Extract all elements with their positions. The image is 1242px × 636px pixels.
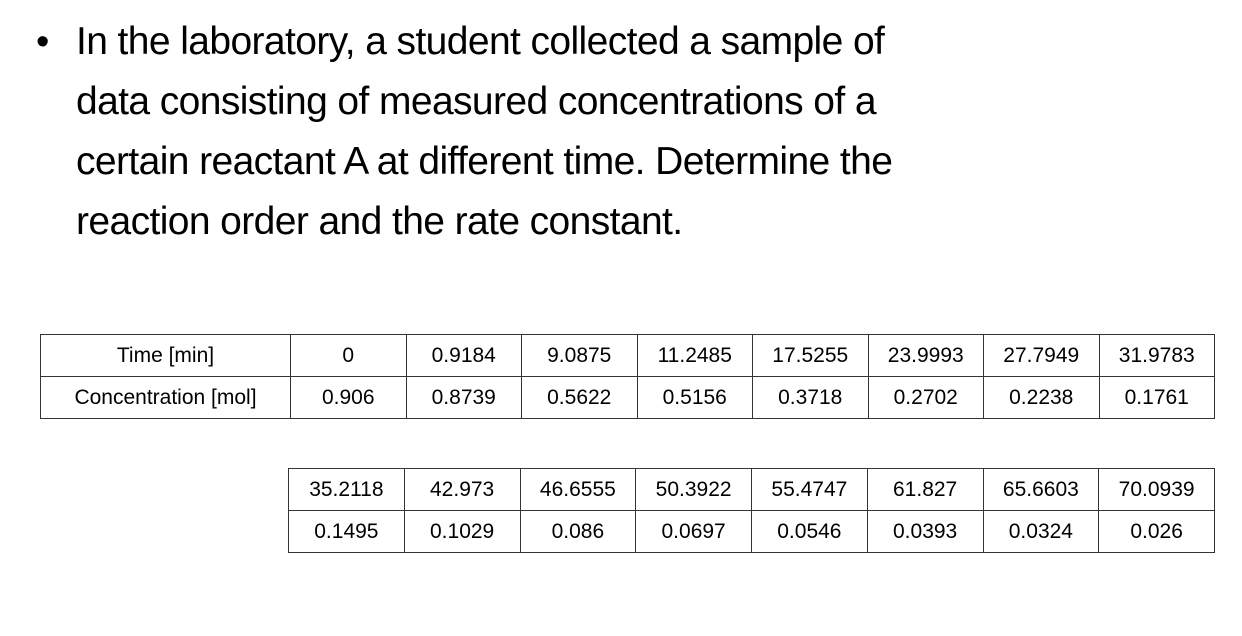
row-header-time: Time [min] — [40, 334, 291, 377]
table-cell: 0.1761 — [1098, 376, 1215, 419]
table-cell: 0.0393 — [866, 510, 984, 553]
table-cell: 61.827 — [866, 468, 984, 511]
table-row-time: Time [min] 0 0.9184 9.0875 11.2485 17.52… — [40, 334, 1215, 377]
table-cell: 0.906 — [290, 376, 407, 419]
table-cell: 70.0939 — [1098, 468, 1215, 511]
table-cell: 35.2118 — [288, 468, 405, 511]
problem-line: reaction order and the rate constant. — [76, 200, 683, 243]
data-table-1: Time [min] 0 0.9184 9.0875 11.2485 17.52… — [40, 334, 1215, 419]
table-cell: 55.4747 — [751, 468, 868, 511]
table-cell: 0.9184 — [405, 334, 522, 377]
problem-line: In the laboratory, a student collected a… — [76, 20, 885, 63]
table-row-concentration: 0.1495 0.1029 0.086 0.0697 0.0546 0.0393… — [288, 510, 1215, 553]
table-cell: 0.5622 — [521, 376, 638, 419]
table-cell: 65.6603 — [982, 468, 1100, 511]
bullet-icon: • — [36, 21, 50, 63]
table-cell: 0.0324 — [982, 510, 1100, 553]
data-table-2: 35.2118 42.973 46.6555 50.3922 55.4747 6… — [288, 468, 1215, 553]
table-cell: 31.9783 — [1098, 334, 1215, 377]
table-cell: 46.6555 — [519, 468, 637, 511]
table-row-concentration: Concentration [mol] 0.906 0.8739 0.5622 … — [40, 376, 1215, 419]
table-cell: 0.2238 — [983, 376, 1100, 419]
table-cell: 0 — [290, 334, 407, 377]
row-header-concentration: Concentration [mol] — [40, 376, 291, 419]
table-cell: 0.5156 — [636, 376, 753, 419]
table-cell: 0.0546 — [751, 510, 868, 553]
table-cell: 11.2485 — [636, 334, 753, 377]
table-cell: 27.7949 — [983, 334, 1100, 377]
problem-text: In the laboratory, a student collected a… — [76, 12, 893, 252]
table-cell: 0.2702 — [867, 376, 984, 419]
table-cell: 0.1029 — [403, 510, 521, 553]
table-cell: 23.9993 — [867, 334, 984, 377]
table-cell: 0.3718 — [752, 376, 869, 419]
table-cell: 50.3922 — [635, 468, 752, 511]
table-cell: 9.0875 — [521, 334, 638, 377]
table-cell: 0.086 — [519, 510, 637, 553]
problem-statement: • In the laboratory, a student collected… — [36, 12, 893, 252]
table-row-time: 35.2118 42.973 46.6555 50.3922 55.4747 6… — [288, 468, 1215, 511]
table-cell: 42.973 — [403, 468, 521, 511]
table-cell: 0.8739 — [405, 376, 522, 419]
table-cell: 0.0697 — [635, 510, 752, 553]
table-cell: 0.026 — [1098, 510, 1215, 553]
problem-line: certain reactant A at different time. De… — [76, 140, 893, 183]
problem-line: data consisting of measured concentratio… — [76, 80, 877, 123]
table-cell: 0.1495 — [288, 510, 405, 553]
table-cell: 17.5255 — [752, 334, 869, 377]
